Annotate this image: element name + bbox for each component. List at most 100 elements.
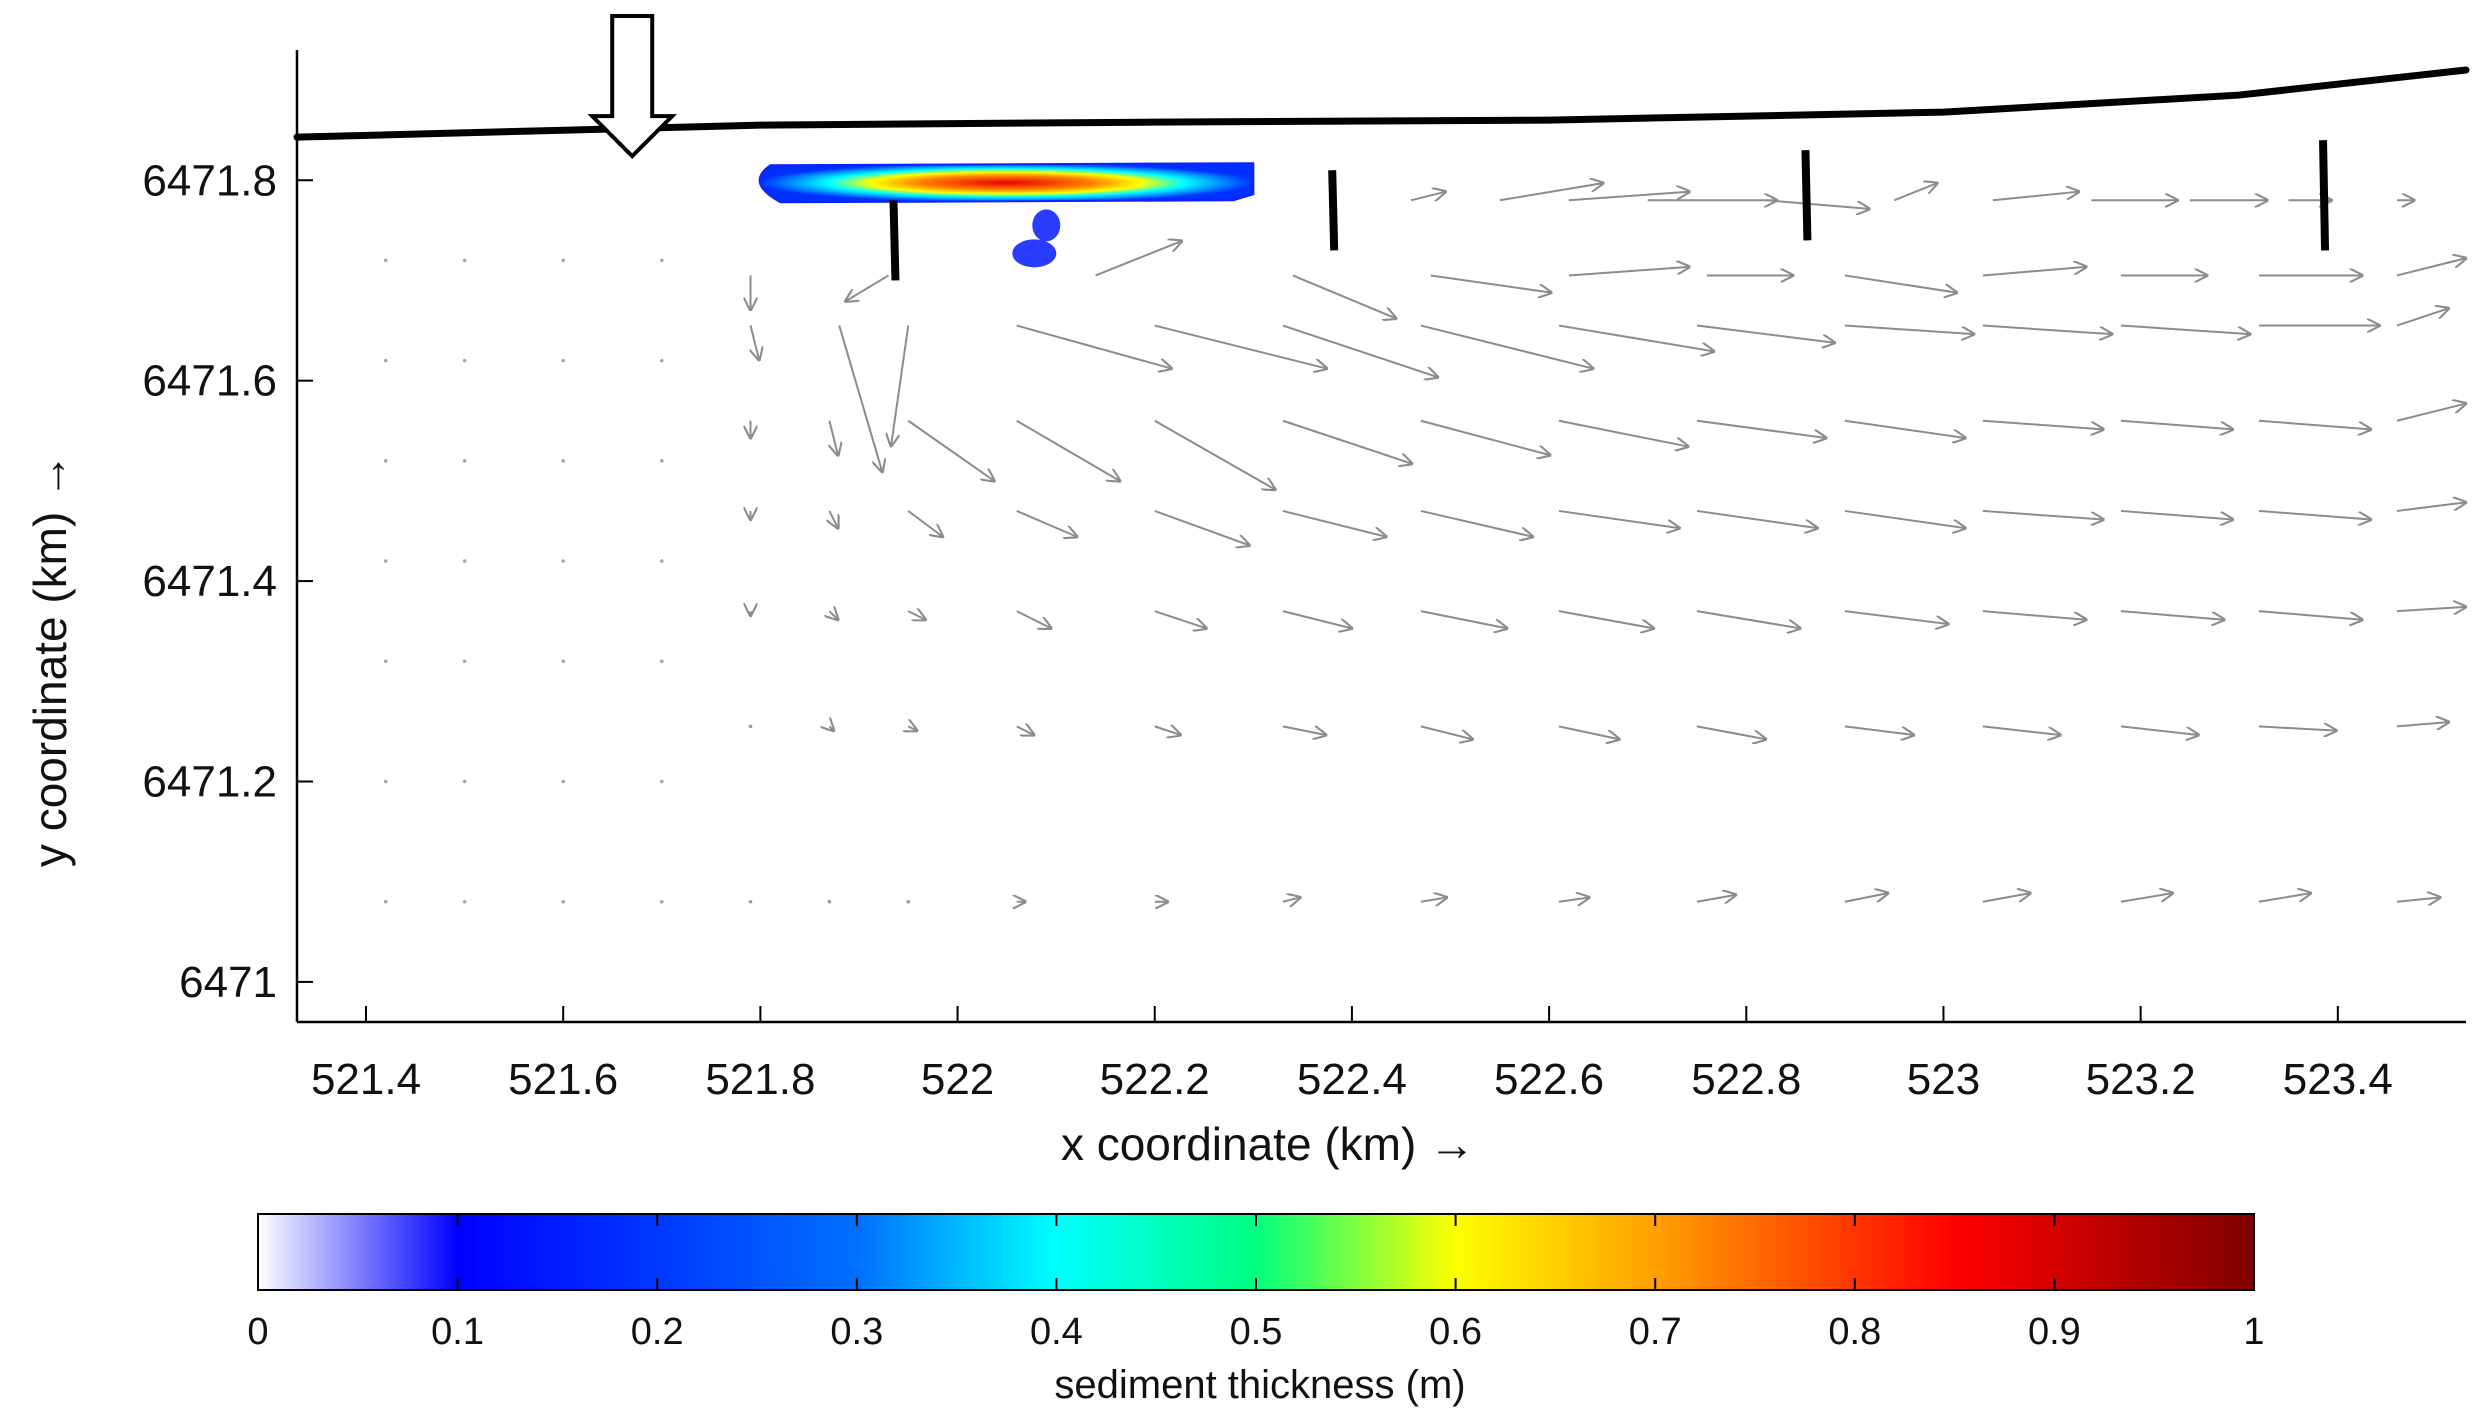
velocity-vector (1696, 895, 1736, 902)
velocity-vector (1982, 725, 2060, 735)
velocity-vector (2396, 897, 2440, 901)
groyne (1328, 170, 1339, 251)
velocity-vector (1016, 726, 1034, 735)
velocity-vector (1410, 192, 1445, 201)
velocity-vector (659, 258, 664, 263)
velocity-vector (462, 459, 467, 463)
colorbar-tick-label: 0.4 (1030, 1311, 1083, 1353)
velocity-vector (659, 899, 664, 904)
x-tick-label: 522.4 (1297, 1055, 1407, 1104)
y-tick-label: 6471.8 (142, 156, 277, 205)
velocity-vector (1844, 893, 1888, 903)
colorbar-tick-label: 0.3 (830, 1311, 883, 1353)
velocity-vector (1016, 324, 1172, 369)
velocity-vector (462, 779, 467, 784)
velocity-vector (561, 559, 565, 563)
colorbar-tick-label: 0.8 (1828, 1311, 1881, 1353)
velocity-vector (1154, 419, 1275, 490)
velocity-vector (659, 559, 664, 563)
velocity-vector (1982, 267, 2086, 277)
velocity-vector (383, 459, 388, 463)
velocity-vector (827, 899, 832, 904)
velocity-vector (1292, 274, 1396, 318)
velocity-vector (1282, 725, 1326, 735)
velocity-vector (383, 559, 388, 563)
velocity-vector (829, 420, 838, 455)
nourishment-patch (758, 162, 1255, 204)
y-tick-label: 6471.6 (142, 357, 277, 406)
velocity-vector (2120, 893, 2173, 903)
velocity-vector (846, 274, 890, 301)
velocity-vector (561, 659, 565, 664)
velocity-vector (829, 510, 838, 528)
velocity-vector (907, 611, 925, 620)
velocity-vector (829, 611, 838, 620)
velocity-vector (2120, 324, 2250, 335)
velocity-vector (2120, 610, 2224, 620)
velocity-vector (561, 358, 565, 363)
velocity-vector (1982, 893, 2030, 903)
velocity-vector (383, 779, 388, 784)
velocity-vector (1430, 274, 1551, 292)
velocity-vector (2396, 722, 2449, 726)
groyne (2319, 140, 2330, 251)
velocity-vector (748, 724, 753, 729)
velocity-vector (1893, 183, 1937, 202)
velocity-vector (1844, 610, 1948, 624)
colorbar: 0 0.1 0.2 0.3 0.4 0.5 0.6 0.7 0.8 0.9 1 sediment t… (247, 1213, 2265, 1407)
colorbar-tick-label: 0 (247, 1311, 268, 1353)
velocity-vector (1982, 610, 2086, 620)
x-tick-label: 523.4 (2283, 1055, 2393, 1104)
velocity-vector (1558, 419, 1688, 447)
velocity-vector (659, 358, 664, 363)
axis-layer: 521.4 521.6 521.8 522 522.2 522.4 522.6 522.8 52… (142, 50, 2466, 1104)
colorbar-tick-label: 1 (2243, 1311, 2264, 1353)
velocity-vector (2396, 502, 2466, 512)
inflow-arrow-icon (587, 14, 678, 159)
x-tick-label: 522.2 (1100, 1055, 1210, 1104)
velocity-vector (1016, 510, 1077, 537)
velocity-vector-layer (383, 183, 2466, 904)
sediment-blob (1012, 239, 1057, 268)
velocity-vector (1765, 199, 1869, 209)
colorbar-ticks: 0 0.1 0.2 0.3 0.4 0.5 0.6 0.7 0.8 0.9 1 (247, 1214, 2265, 1353)
velocity-vector (1420, 897, 1447, 901)
velocity-vector (1568, 267, 1689, 277)
x-axis-title: x coordinate (km) → (1061, 1118, 1475, 1170)
y-axis-title: y coordinate (km) → (24, 453, 76, 867)
velocity-vector (1095, 241, 1182, 277)
velocity-vector (1982, 509, 2103, 520)
velocity-vector (1420, 725, 1473, 739)
velocity-vector (2258, 509, 2371, 520)
velocity-vector (1992, 192, 2079, 202)
velocity-vector (1154, 324, 1327, 369)
velocity-vector (383, 258, 388, 263)
coastline (293, 66, 2470, 141)
velocity-vector (1282, 324, 1438, 378)
velocity-vector (462, 559, 467, 563)
x-tick-label: 521.8 (705, 1055, 815, 1104)
velocity-vector (659, 459, 664, 463)
colorbar-tick-label: 0.7 (1629, 1311, 1682, 1353)
velocity-vector (1016, 610, 1051, 628)
velocity-vector (1282, 419, 1412, 464)
velocity-vector (1558, 610, 1654, 628)
groyne (1801, 150, 1812, 241)
velocity-vector (1844, 274, 1957, 292)
velocity-vector (2258, 610, 2362, 620)
structure-layer (293, 14, 2470, 281)
colorbar-tick-label: 0.5 (1230, 1311, 1283, 1353)
velocity-vector (561, 459, 565, 463)
velocity-vector (561, 779, 565, 784)
velocity-vector (1154, 726, 1181, 735)
colorbar-tick-label: 0.1 (431, 1311, 484, 1353)
velocity-vector (561, 899, 565, 904)
colorbar-tick-label: 0.9 (2028, 1311, 2081, 1353)
velocity-vector (561, 258, 565, 263)
velocity-vector (1844, 509, 1965, 528)
velocity-vector (906, 899, 911, 904)
y-tick-label: 6471.4 (142, 557, 277, 606)
x-tick-label: 522 (921, 1055, 994, 1104)
velocity-vector (2396, 258, 2466, 277)
velocity-vector (383, 358, 388, 363)
